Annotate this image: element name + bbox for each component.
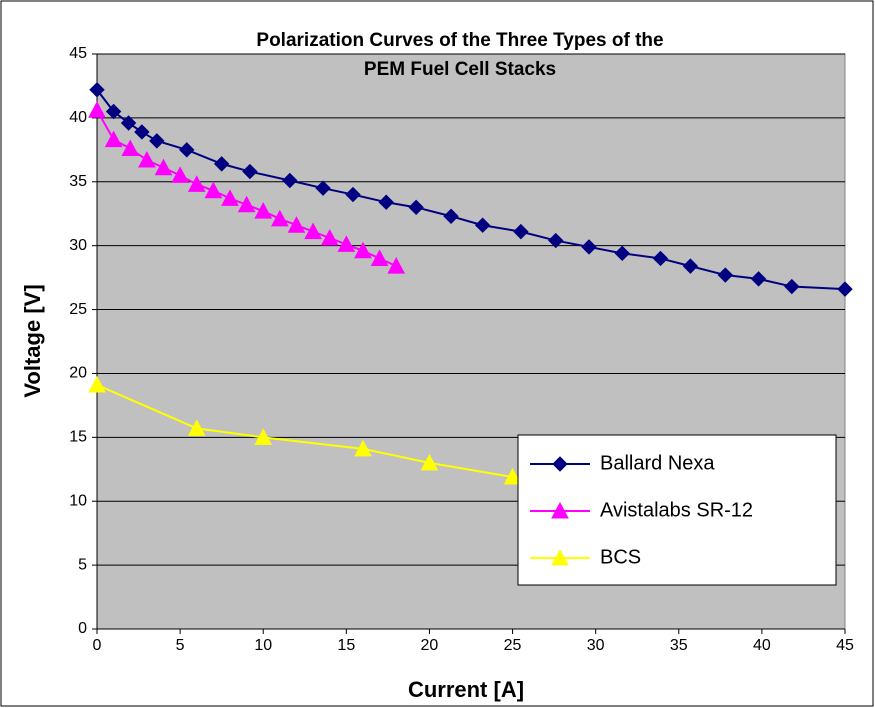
- marker: [221, 189, 239, 206]
- x-tick-label: 25: [504, 637, 522, 654]
- marker: [337, 235, 356, 252]
- marker: [104, 130, 123, 148]
- marker: [614, 245, 630, 262]
- marker: [304, 222, 322, 240]
- y-tick-label: 45: [69, 45, 87, 62]
- legend-label: Avistalabs SR-12: [600, 499, 753, 521]
- marker: [548, 232, 564, 249]
- y-tick-label: 20: [69, 365, 87, 382]
- marker: [420, 453, 439, 471]
- marker: [237, 195, 256, 213]
- x-tick-label: 10: [254, 637, 272, 654]
- marker: [315, 180, 331, 196]
- marker: [120, 115, 137, 131]
- marker: [552, 456, 568, 472]
- x-tick-label: 15: [337, 637, 355, 654]
- marker: [551, 548, 569, 566]
- y-tick-label: 0: [78, 620, 87, 637]
- marker: [345, 186, 361, 203]
- marker: [89, 82, 105, 98]
- marker: [682, 258, 699, 274]
- marker: [134, 124, 150, 140]
- marker: [551, 501, 569, 519]
- x-tick-label: 40: [753, 637, 771, 654]
- y-tick-label: 30: [69, 237, 87, 254]
- legend-label: Ballard Nexa: [600, 452, 715, 474]
- marker: [254, 428, 273, 445]
- marker: [138, 150, 156, 168]
- marker: [271, 209, 289, 227]
- marker: [320, 228, 339, 246]
- marker: [408, 199, 424, 216]
- y-tick-label: 40: [69, 109, 87, 126]
- marker: [443, 208, 459, 224]
- marker: [513, 223, 529, 240]
- marker: [179, 142, 195, 158]
- marker: [750, 271, 767, 287]
- marker: [105, 103, 122, 120]
- marker: [784, 278, 800, 295]
- marker: [354, 241, 372, 259]
- marker: [213, 156, 230, 172]
- legend-label: BCS: [600, 546, 641, 568]
- marker: [254, 202, 273, 219]
- x-tick-label: 0: [93, 637, 102, 654]
- marker: [171, 166, 189, 183]
- series-line: [96, 384, 513, 478]
- marker: [121, 139, 140, 157]
- chart-title: Polarization Curves of the Three Types o…: [256, 30, 664, 80]
- y-tick-label: 5: [78, 556, 87, 573]
- x-tick-label: 35: [670, 637, 688, 654]
- marker: [287, 216, 306, 233]
- marker: [88, 101, 106, 118]
- marker: [149, 133, 165, 149]
- x-tick-label: 5: [176, 637, 185, 654]
- y-tick-label: 15: [69, 429, 87, 446]
- x-tick-label: 20: [421, 637, 439, 654]
- marker: [652, 250, 669, 267]
- marker: [187, 175, 206, 192]
- marker: [88, 375, 106, 393]
- y-tick-label: 10: [69, 492, 87, 509]
- marker: [581, 239, 597, 255]
- marker: [387, 257, 406, 274]
- marker: [242, 163, 258, 180]
- x-tick-label: 30: [587, 637, 605, 654]
- y-tick-label: 35: [69, 173, 87, 190]
- marker: [503, 467, 522, 485]
- marker: [370, 249, 389, 266]
- y-axis-title: Voltage [V]: [20, 284, 45, 397]
- marker: [282, 172, 298, 189]
- marker: [154, 158, 173, 176]
- y-tick-label: 25: [69, 301, 87, 318]
- marker: [717, 267, 734, 283]
- x-axis-title: Current [A]: [408, 677, 524, 702]
- x-tick-label: 45: [836, 637, 854, 654]
- marker: [474, 217, 491, 233]
- marker: [378, 194, 394, 210]
- marker: [187, 419, 206, 436]
- marker: [204, 181, 223, 199]
- marker: [837, 281, 853, 297]
- marker: [354, 439, 372, 457]
